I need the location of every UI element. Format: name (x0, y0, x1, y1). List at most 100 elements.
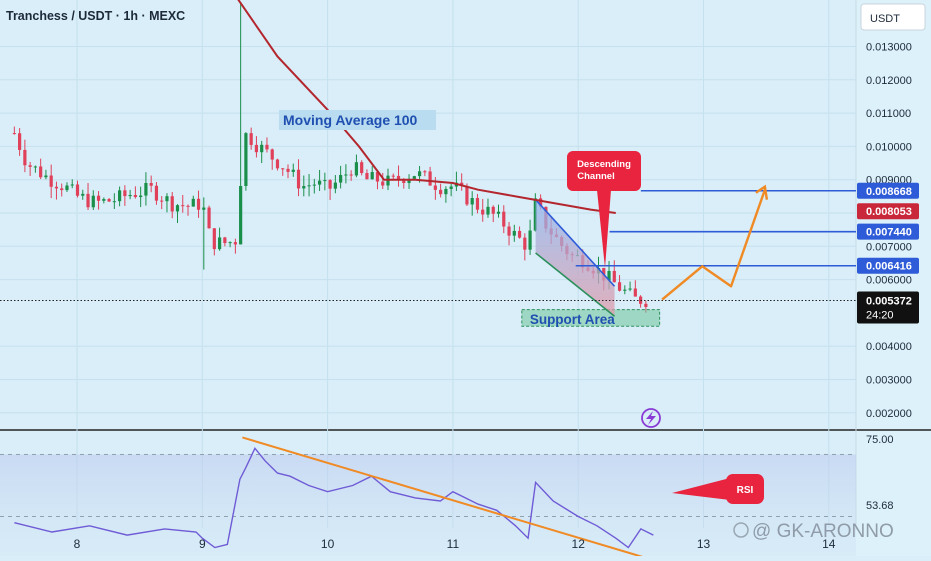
candle-body (281, 168, 285, 170)
candle-body (175, 205, 180, 212)
candle-body (186, 205, 190, 207)
chart-title: Tranchess / USDT · 1h · MEXC (6, 9, 185, 23)
candle-body (133, 194, 137, 198)
price-axis-bg[interactable] (856, 0, 931, 556)
channel-fill (535, 199, 615, 317)
rsi-zone (0, 454, 856, 561)
candle-body (196, 198, 201, 210)
candle-body (149, 183, 153, 186)
candle-body (181, 205, 185, 207)
support-area-box (521, 309, 661, 327)
candle-body (207, 207, 211, 229)
channel-lower-line (535, 252, 616, 317)
price-tag (857, 203, 919, 220)
candle-body (623, 289, 627, 291)
candle-body (296, 169, 301, 189)
candle-body (360, 162, 364, 174)
candle-body (375, 172, 380, 182)
candle-body (39, 166, 43, 178)
candle-body (249, 133, 253, 145)
rsi-line (14, 446, 654, 549)
candle-body (444, 188, 448, 195)
candle-body (428, 171, 432, 186)
candle-body (291, 169, 295, 172)
price-tick-label: 0.003000 (866, 375, 912, 387)
candle-body (18, 133, 22, 150)
candle-body (344, 174, 348, 176)
price-tick-label: 0.007000 (866, 241, 912, 253)
candle-body (160, 200, 164, 202)
candle-body (370, 172, 374, 180)
current-price-tag (857, 291, 919, 324)
candle-body (44, 175, 48, 178)
candle-body (75, 184, 80, 196)
candle-body (286, 168, 290, 172)
candle-body (354, 162, 359, 176)
candle-body (23, 149, 27, 166)
price-pane[interactable] (0, 0, 856, 428)
candle-body (223, 237, 227, 244)
candle-body (628, 288, 632, 290)
candle-body (349, 174, 353, 176)
price-tick-label: 0.010000 (866, 141, 912, 153)
candle-body (312, 184, 316, 186)
candle-body (396, 175, 401, 181)
candle-body (91, 195, 95, 208)
candle-body (328, 180, 332, 189)
candle-body (644, 303, 648, 307)
channel-label-2: Channel (577, 171, 614, 182)
candle-body (107, 199, 111, 202)
candle-body (496, 211, 501, 214)
candle-body (60, 188, 64, 191)
drawings: Support Area (0, 0, 856, 561)
currency-selector[interactable]: USDT (860, 3, 926, 31)
candle-body (612, 270, 616, 283)
candle-body (191, 198, 195, 207)
projection-path (661, 189, 767, 301)
currency-label: USDT (870, 13, 900, 25)
candle-body (265, 144, 269, 150)
candle-body (433, 185, 437, 190)
current-price-label: 0.005372 (866, 296, 912, 308)
candle-body (123, 190, 127, 197)
candle-body (533, 198, 537, 231)
support-label: Support Area (530, 312, 615, 327)
candle-body (633, 288, 637, 297)
candle-body (212, 228, 216, 250)
candle-body (481, 209, 485, 215)
projection-arrowhead (755, 184, 769, 200)
candle-body (302, 186, 306, 189)
candle-body (307, 185, 311, 187)
channel-label-1: Descending (577, 159, 631, 170)
moving-average-callout: Moving Average 100 (279, 110, 436, 130)
watermark: @ GK-ARONNO (733, 521, 894, 542)
candle-body (170, 196, 174, 212)
candle-body (439, 189, 443, 195)
candle-body (254, 144, 259, 153)
candle-body (154, 185, 159, 201)
rsi-tick-label: 53.68 (866, 500, 894, 512)
rsi-label: RSI (737, 485, 754, 496)
candle-body (233, 242, 237, 245)
candle-body (70, 184, 74, 186)
candle-body (81, 193, 85, 196)
axes: 0.0130000.0120000.0110000.0100000.009000… (74, 42, 919, 551)
candle-body (202, 207, 206, 210)
candle-body (460, 182, 464, 186)
candle-body (54, 186, 59, 189)
candle-body (528, 230, 532, 250)
candle-body (86, 193, 90, 208)
candle-body (512, 230, 516, 236)
price-tag-label: 0.006416 (866, 261, 912, 273)
candle-body (33, 166, 38, 168)
candle-body (333, 182, 337, 189)
price-tag-label: 0.007440 (866, 227, 912, 239)
price-tick-label: 0.002000 (866, 408, 912, 420)
candle-body (165, 196, 169, 202)
price-tag (857, 223, 919, 240)
lightning-icon[interactable] (641, 408, 661, 428)
rsi-callout: RSI (672, 474, 764, 504)
channel-upper-line (535, 199, 616, 287)
candle-body (502, 211, 506, 227)
